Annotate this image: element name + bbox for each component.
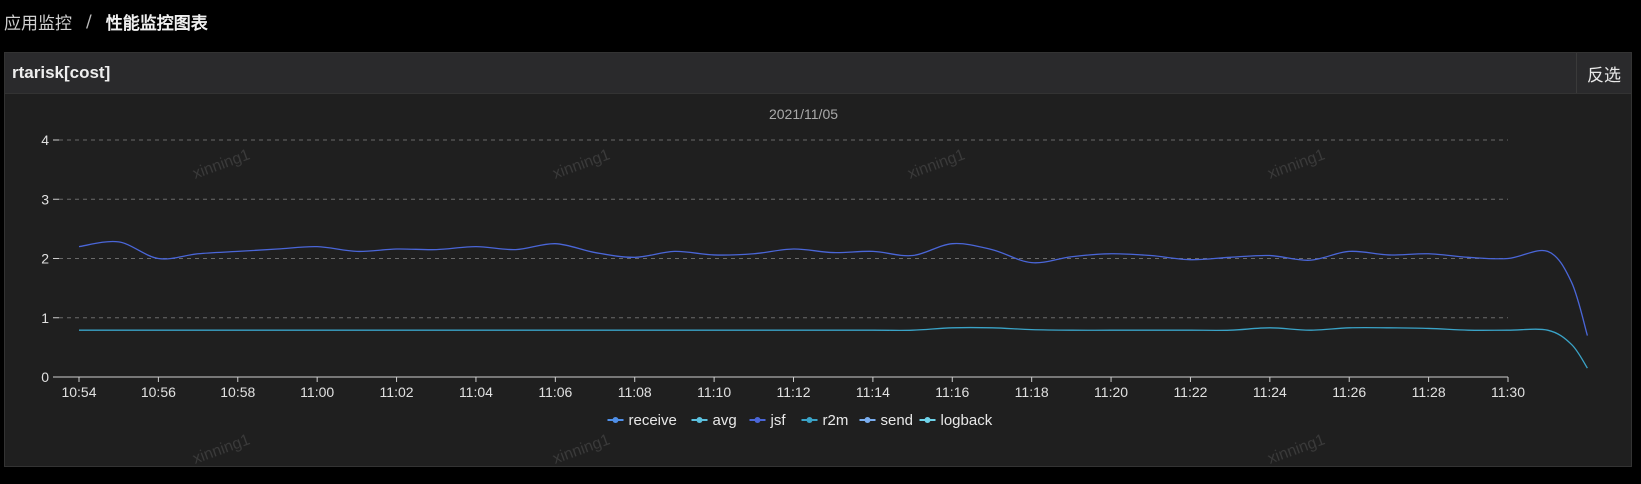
x-tick-label: 10:58 — [220, 384, 255, 400]
performance-line-chart: xinning1 xinning1 xinning1 xinning1 xinning1… — [41, 106, 1589, 466]
x-tick-label: 10:56 — [141, 384, 176, 400]
breadcrumb-separator: / — [86, 11, 92, 32]
x-tick-label: 11:20 — [1094, 384, 1128, 400]
x-tick-label: 11:26 — [1332, 384, 1366, 400]
legend-marker-receive[interactable] — [612, 417, 619, 423]
legend-label-logback[interactable]: logback — [941, 412, 993, 429]
y-tick-label: 2 — [41, 251, 49, 267]
watermark-text: xinning1 — [551, 146, 613, 182]
x-tick-label: 10:54 — [61, 384, 96, 400]
watermark-text: xinning1 — [551, 431, 613, 466]
legend-marker-send[interactable] — [864, 417, 871, 423]
x-tick-label: 11:24 — [1253, 384, 1287, 400]
x-tick-label: 11:10 — [697, 384, 731, 400]
x-tick-label: 11:06 — [538, 384, 572, 400]
x-tick-label: 11:00 — [300, 384, 334, 400]
legend-label-avg[interactable]: avg — [713, 412, 737, 429]
series-line-r2m — [78, 326, 1588, 369]
legend-label-r2m[interactable]: r2m — [823, 412, 849, 429]
watermark-text: xinning1 — [191, 431, 253, 466]
watermark-text: xinning1 — [1266, 431, 1328, 466]
panel-title: rtarisk[cost] — [12, 63, 111, 82]
watermark-text: xinning1 — [191, 146, 253, 182]
legend-marker-avg[interactable] — [696, 417, 703, 423]
chart-panel: rtarisk[cost] 反选 xinning1 xinning1 xinning… — [4, 52, 1632, 467]
legend-label-jsf[interactable]: jsf — [770, 412, 787, 429]
watermark-text: xinning1 — [906, 146, 968, 182]
watermark-text: xinning1 — [1266, 146, 1328, 182]
chart-area: xinning1 xinning1 xinning1 xinning1 xinning1… — [5, 94, 1631, 466]
legend-marker-jsf[interactable] — [754, 417, 761, 423]
x-tick-label: 11:16 — [935, 384, 969, 400]
x-tick-label: 11:14 — [856, 384, 890, 400]
panel-header: rtarisk[cost] 反选 — [5, 53, 1631, 94]
invert-selection-button[interactable]: 反选 — [1576, 53, 1631, 93]
breadcrumb: 应用监控 / 性能监控图表 — [4, 9, 208, 35]
x-tick-label: 11:18 — [1015, 384, 1049, 400]
x-tick-label: 11:22 — [1173, 384, 1207, 400]
y-tick-label: 1 — [41, 310, 49, 326]
legend-marker-logback[interactable] — [924, 417, 931, 423]
x-tick-label: 11:04 — [459, 384, 493, 400]
y-tick-label: 4 — [41, 132, 49, 148]
y-tick-label: 0 — [41, 369, 49, 385]
x-tick-label: 11:12 — [777, 384, 811, 400]
legend-label-send[interactable]: send — [881, 412, 914, 429]
legend-label-receive[interactable]: receive — [629, 412, 677, 429]
x-tick-label: 11:02 — [380, 384, 414, 400]
x-tick-label: 11:28 — [1412, 384, 1446, 400]
breadcrumb-parent[interactable]: 应用监控 — [4, 14, 72, 34]
y-tick-label: 3 — [41, 191, 49, 207]
x-tick-label: 11:30 — [1491, 384, 1525, 400]
chart-date-title: 2021/11/05 — [769, 106, 838, 122]
breadcrumb-current: 性能监控图表 — [105, 14, 208, 34]
series-line-jsf — [78, 240, 1589, 336]
legend-marker-r2m[interactable] — [806, 417, 813, 423]
x-tick-label: 11:08 — [618, 384, 652, 400]
